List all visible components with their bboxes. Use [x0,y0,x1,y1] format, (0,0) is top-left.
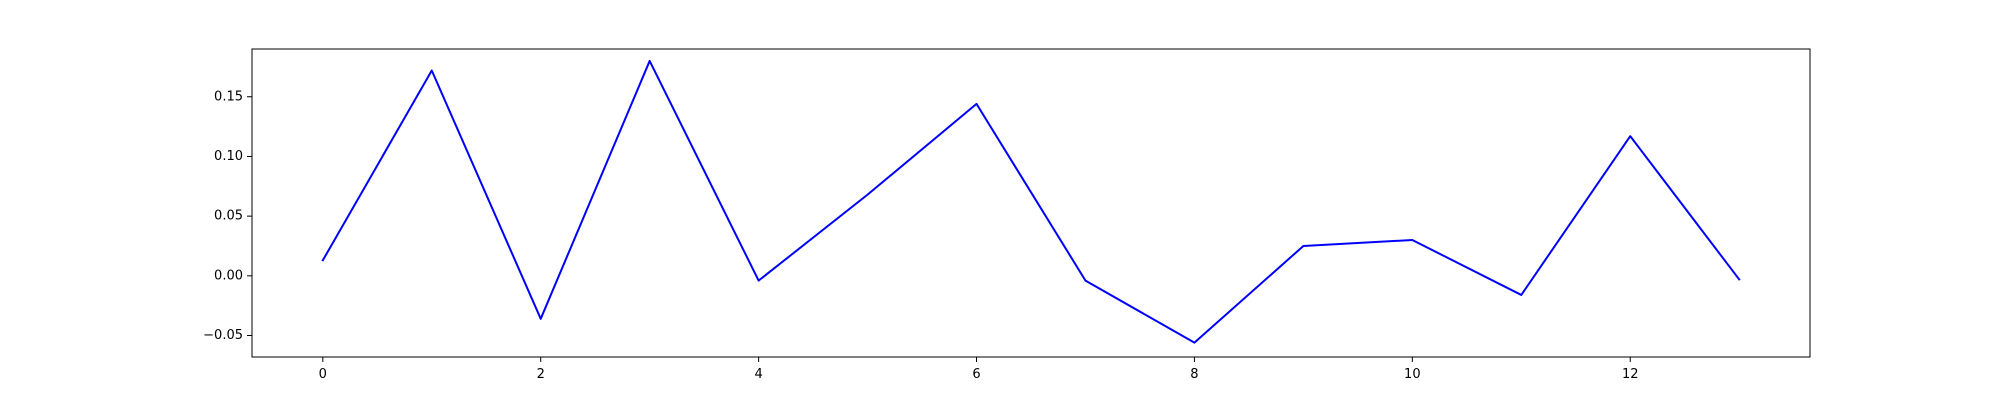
plot-area-frame [251,48,1811,358]
y-tick-label: 0.15 [214,89,243,104]
x-tick-label: 12 [1622,367,1639,382]
y-axis-ticks: −0.05 0.00 0.05 0.10 0.15 [203,89,252,343]
series-lines [321,59,1741,344]
y-tick-label: 0.05 [214,209,243,224]
x-tick-label: 0 [319,367,327,382]
x-tick-label: 10 [1404,367,1421,382]
x-tick-label: 4 [754,367,762,382]
y-tick-label: 0.00 [214,268,243,283]
x-tick-label: 2 [537,367,545,382]
x-tick-label: 6 [972,367,980,382]
y-tick-label: −0.05 [203,328,243,343]
y-tick-label: 0.10 [214,149,243,164]
series-line [321,59,1741,344]
x-tick-label: 8 [1190,367,1198,382]
x-axis-ticks: 0 2 4 6 8 10 12 [319,357,1639,382]
